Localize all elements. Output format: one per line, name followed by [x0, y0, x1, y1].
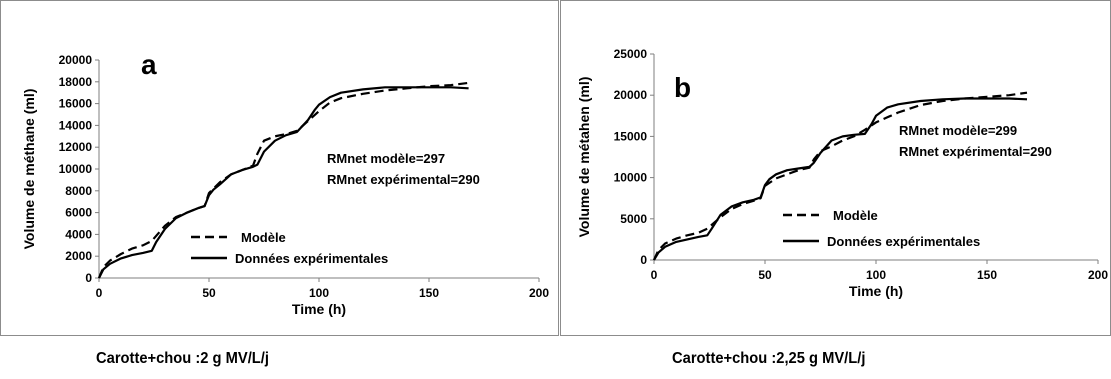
- chart-panel-b: 0 5000 10000 15000 20000 25000 0 50 100 150 200 Tim…: [560, 0, 1111, 336]
- chart-a-y-tick-label: 4000: [65, 227, 92, 241]
- chart-a-series-experimental-line: [98, 86, 469, 279]
- chart-a-x-tick-label: 0: [96, 286, 103, 300]
- chart-a-y-tick-label: 0: [85, 271, 92, 285]
- chart-b-x-tick-label: 50: [758, 268, 772, 282]
- chart-a-y-axis-label: Volume de méthane (ml): [21, 89, 37, 250]
- chart-a-x-tick-label: 150: [419, 286, 439, 300]
- chart-b-x-tick-label: 100: [866, 268, 886, 282]
- chart-a-x-axis-label: Time (h): [292, 301, 346, 317]
- caption-b: Carotte+chou :2,25 g MV/L/j: [672, 350, 866, 367]
- chart-a-y-tick-label: 16000: [59, 97, 93, 111]
- chart-a-y-tick-label: 20000: [59, 53, 93, 67]
- chart-b-annotation: RMnet expérimental=290: [899, 144, 1052, 159]
- chart-a-y-tick-label: 18000: [59, 75, 93, 89]
- chart-b-legend-label: Modèle: [833, 208, 878, 223]
- chart-b-y-tick-label: 10000: [614, 171, 648, 185]
- chart-a-annotation: RMnet modèle=297: [327, 151, 445, 166]
- chart-a-y-tick-label: 10000: [59, 162, 93, 176]
- chart-b-x-tick-label: 150: [977, 268, 997, 282]
- chart-a-y-tick-label: 6000: [65, 206, 92, 220]
- chart-a-svg: 0200040006000800010000120001400016000180…: [21, 49, 549, 317]
- chart-b-y-tick-label: 20000: [614, 88, 648, 102]
- chart-a-x-tick-label: 50: [202, 286, 216, 300]
- chart-a-x-tick-label: 100: [309, 286, 329, 300]
- chart-a-y-tick-label: 12000: [59, 140, 93, 154]
- caption-a: Carotte+chou :2 g MV/L/j: [96, 350, 269, 367]
- chart-b-panel-letter: b: [674, 72, 691, 103]
- chart-a-x-tick-label: 200: [529, 286, 549, 300]
- chart-b-legend-label: Données expérimentales: [827, 234, 980, 249]
- chart-b-y-tick-label: 5000: [620, 212, 647, 226]
- chart-b-y-tick-label: 25000: [614, 47, 648, 61]
- chart-a-legend-label: Modèle: [241, 230, 286, 245]
- chart-b-series-model-line: [652, 91, 1028, 261]
- chart-panel-a: 0 2000 4000 6000 8000 10000 12000 14000 16000 180…: [0, 0, 559, 336]
- chart-b-annotation: RMnet modèle=299: [899, 123, 1017, 138]
- chart-a-annotation: RMnet expérimental=290: [327, 172, 480, 187]
- chart-b-series-experimental-line: [653, 97, 1028, 261]
- chart-b-x-tick-label: 0: [651, 268, 658, 282]
- chart-a-y-tick-label: 8000: [65, 184, 92, 198]
- chart-a-legend-label: Données expérimentales: [235, 251, 388, 266]
- chart-b-x-tick-label: 200: [1088, 268, 1108, 282]
- chart-a-panel-letter: a: [141, 49, 157, 80]
- chart-b-y-tick-label: 0: [640, 253, 647, 267]
- chart-b-y-tick-label: 15000: [614, 129, 648, 143]
- chart-a-series-model-line: [97, 81, 469, 279]
- chart-a-y-tick-label: 14000: [59, 118, 93, 132]
- chart-a-y-tick-label: 2000: [65, 249, 92, 263]
- chart-b-y-axis-label: Volume de métahen (ml): [576, 77, 592, 238]
- chart-b-svg: 0 5000 10000 15000 20000 25000 0 50 100 150 200 Tim…: [576, 47, 1108, 299]
- chart-b-x-axis-label: Time (h): [849, 283, 903, 299]
